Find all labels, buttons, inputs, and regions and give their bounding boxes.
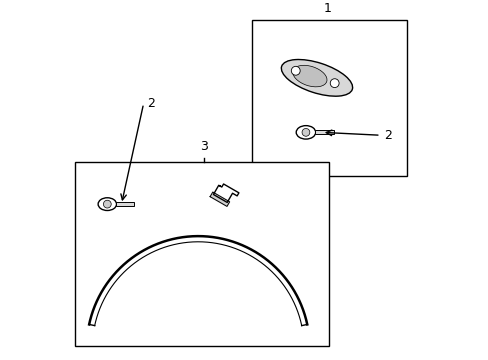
Ellipse shape	[103, 200, 111, 208]
Text: 3: 3	[200, 140, 207, 153]
Bar	[251, 20, 407, 176]
Ellipse shape	[329, 79, 338, 87]
Text: 2: 2	[147, 97, 155, 110]
Ellipse shape	[291, 66, 300, 75]
Ellipse shape	[98, 198, 116, 211]
Polygon shape	[210, 192, 229, 206]
Ellipse shape	[302, 129, 309, 136]
Ellipse shape	[296, 126, 315, 139]
Bar	[314, 130, 334, 135]
Text: 1: 1	[323, 2, 331, 15]
Bar	[75, 162, 329, 346]
Bar	[116, 202, 134, 206]
Ellipse shape	[292, 65, 326, 87]
Ellipse shape	[281, 59, 352, 96]
Text: 2: 2	[384, 129, 391, 142]
